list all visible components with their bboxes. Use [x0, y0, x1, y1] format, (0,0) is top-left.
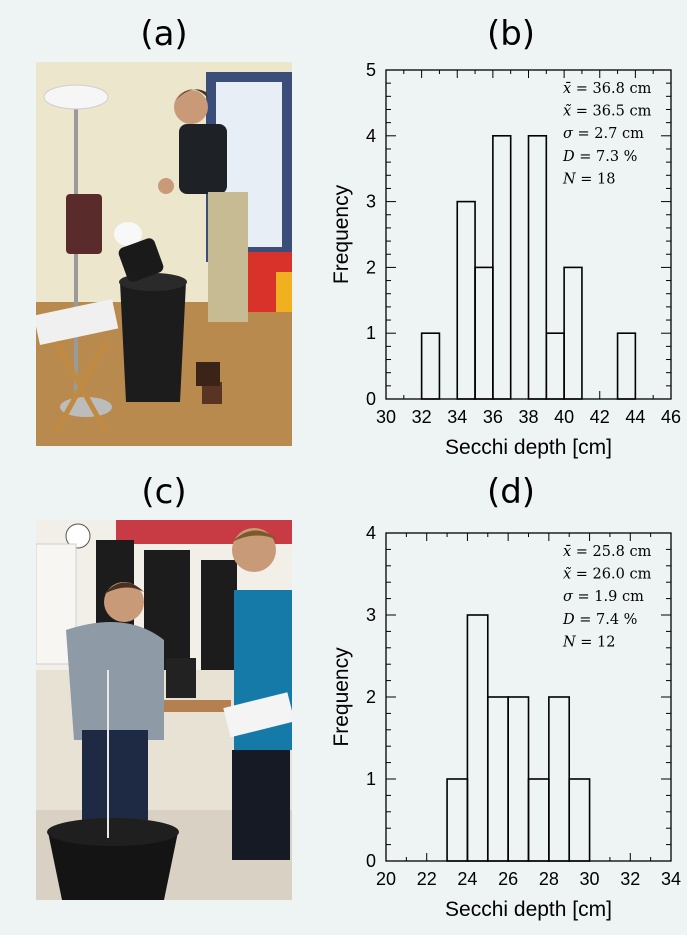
y-tick-label: 5	[366, 60, 376, 80]
y-tick-label: 1	[366, 323, 376, 343]
histogram-bar	[492, 135, 512, 400]
stat-annotation: σ = 2.7 cm	[563, 126, 644, 142]
x-tick-label: 42	[590, 407, 610, 427]
stat-annotation: D = 7.3 %	[562, 149, 637, 165]
histogram-bar	[563, 266, 583, 400]
histogram-bar	[527, 135, 548, 400]
panel-label-a: (a)	[140, 14, 188, 54]
photo-a	[36, 62, 292, 446]
x-tick-label: 32	[412, 407, 432, 427]
stat-value: = 36.8 cm	[571, 81, 651, 97]
photo-c-illustration	[36, 520, 292, 900]
photo-a-illustration	[36, 62, 292, 446]
photo-c	[36, 520, 292, 900]
stat-value: = 18	[576, 171, 616, 187]
x-tick-label: 44	[625, 407, 645, 427]
histogram-bar	[456, 200, 476, 400]
stat-symbol: N	[562, 171, 577, 187]
panel-label-d: (d)	[486, 472, 536, 512]
y-tick-label: 0	[366, 389, 376, 409]
stat-value: = 7.3 %	[575, 149, 638, 165]
stat-annotation: x̄ = 36.8 cm	[563, 81, 652, 97]
stat-annotation: N = 18	[562, 171, 616, 187]
x-tick-label: 46	[661, 407, 681, 427]
histogram-bar	[474, 266, 494, 400]
stat-symbol: D	[562, 149, 575, 165]
x-axis-title: Secchi depth [cm]	[445, 436, 612, 459]
y-tick-label: 2	[366, 257, 376, 277]
x-tick-label: 40	[554, 407, 574, 427]
y-tick-label: 3	[366, 192, 376, 212]
histogram-bar	[420, 332, 441, 400]
x-tick-label: 30	[376, 407, 396, 427]
x-tick-label: 34	[447, 407, 467, 427]
histogram-bar	[616, 332, 637, 400]
x-tick-label: 38	[518, 407, 538, 427]
stat-symbol: x̄	[563, 81, 571, 97]
y-tick-label: 4	[366, 126, 376, 146]
stat-symbol: x̃	[563, 104, 572, 120]
panel-label-c: (c)	[141, 472, 187, 512]
histogram-bar	[545, 332, 565, 400]
stat-value: = 2.7 cm	[573, 126, 644, 142]
stat-symbol: σ	[563, 126, 574, 142]
y-axis-title: Frequency	[330, 184, 353, 284]
stat-value: = 36.5 cm	[571, 104, 651, 120]
panel-label-b: (b)	[486, 14, 536, 54]
stat-annotation: x̃ = 36.5 cm	[563, 104, 652, 120]
x-tick-label: 36	[483, 407, 503, 427]
